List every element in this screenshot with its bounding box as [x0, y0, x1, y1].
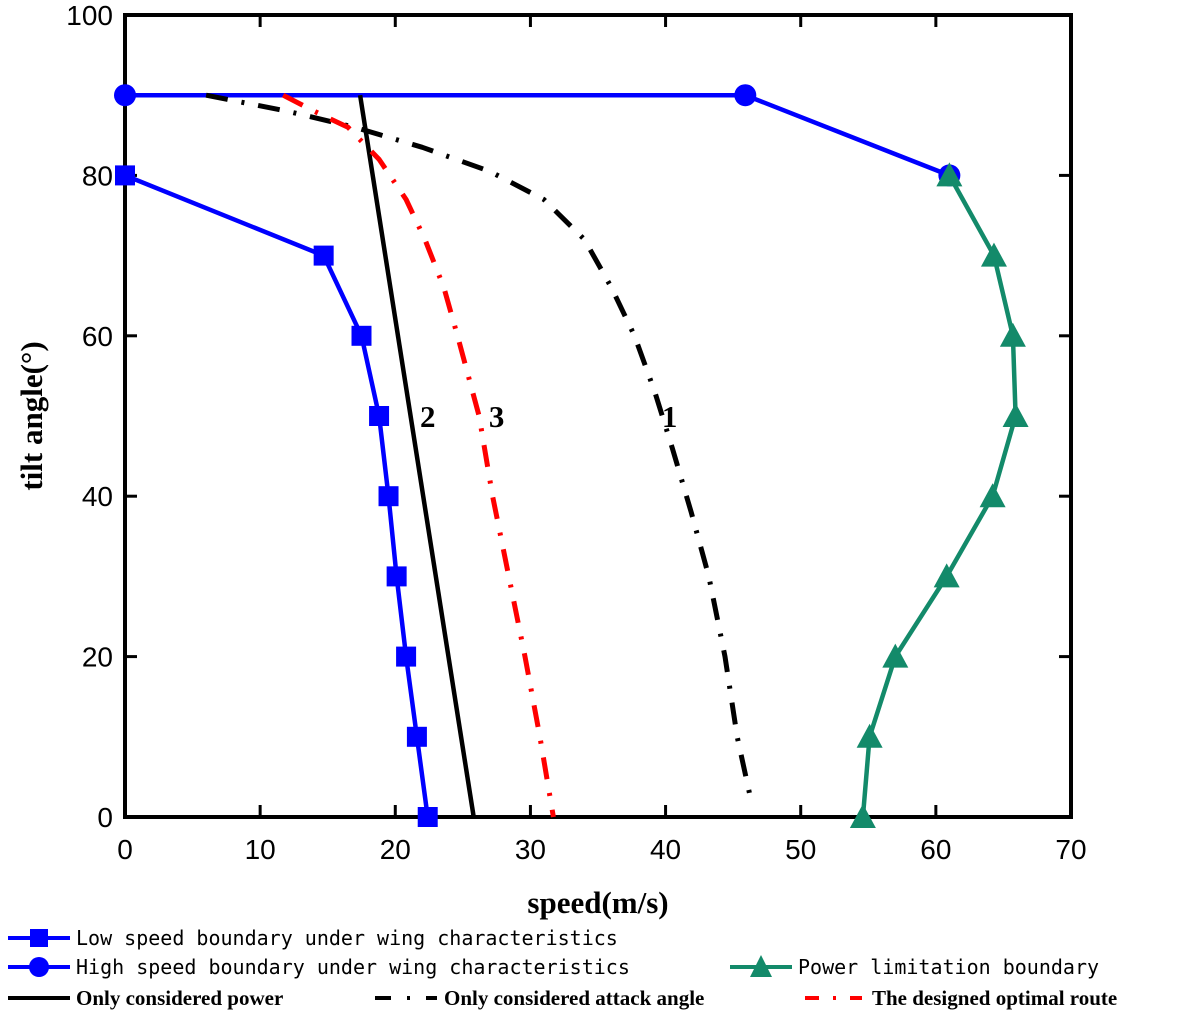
data-point-square	[313, 245, 334, 266]
x-axis-title: speed(m/s)	[527, 885, 668, 920]
x-tick-label: 60	[920, 834, 951, 865]
data-point-square	[396, 646, 417, 667]
series-power-limitation-boundary	[849, 162, 1029, 828]
series-line	[125, 92, 951, 178]
data-point-circle	[114, 84, 136, 107]
legend-label-optimal-route: The designed optimal route	[872, 986, 1117, 1010]
annotations: 2 3 1	[420, 399, 677, 434]
data-point-square	[406, 726, 427, 747]
series-only-considered-power	[357, 94, 476, 818]
curve-label-3: 3	[489, 399, 505, 434]
legend-item-only-attack-angle: Only considered attack angle	[375, 986, 704, 1010]
series-high-speed-boundary-under-wing-characteristics	[114, 84, 961, 187]
data-point-square	[115, 165, 135, 186]
data-point-triangle	[882, 643, 909, 668]
x-tick-label: 40	[650, 834, 681, 865]
x-tick-label: 10	[245, 834, 276, 865]
y-tick-label: 60	[82, 321, 113, 352]
legend-item-low-speed: Low speed boundary under wing characteri…	[8, 926, 618, 950]
y-axis: 0 20 40 60 80 100	[66, 0, 1071, 833]
y-tick-label: 20	[82, 642, 113, 673]
legend-circle-marker	[29, 957, 49, 977]
legend: Low speed boundary under wing characteri…	[8, 926, 1117, 1010]
data-point-square	[369, 406, 390, 426]
legend-square-marker	[30, 929, 48, 947]
series-line	[205, 92, 752, 794]
data-point-triangle	[979, 483, 1006, 508]
legend-item-optimal-route: The designed optimal route	[805, 986, 1117, 1010]
y-tick-label: 40	[82, 481, 113, 512]
series-only-considered-attack-angle	[205, 92, 752, 794]
y-axis-title: tilt angle(°)	[14, 341, 49, 490]
data-point-triangle	[849, 804, 876, 828]
plot-border	[123, 13, 1073, 819]
curve-label-1: 1	[662, 399, 678, 434]
data-point-triangle	[936, 162, 963, 187]
x-tick-label: 70	[1055, 834, 1086, 865]
legend-item-high-speed: High speed boundary under wing character…	[8, 955, 630, 979]
data-point-triangle	[980, 242, 1007, 267]
legend-item-only-power: Only considered power	[8, 986, 283, 1010]
y-tick-label: 0	[97, 802, 113, 833]
data-point-square	[386, 566, 407, 587]
data-point-square	[351, 325, 372, 346]
legend-label-low-speed: Low speed boundary under wing characteri…	[76, 926, 618, 950]
curve-label-2: 2	[420, 399, 436, 434]
x-tick-label: 50	[785, 834, 816, 865]
x-axis: 0 10 20 30 40 50 60 70	[117, 15, 1087, 865]
legend-label-high-speed: High speed boundary under wing character…	[76, 955, 630, 979]
legend-label-power-limitation: Power limitation boundary	[798, 955, 1099, 979]
x-tick-label: 30	[515, 834, 546, 865]
data-point-triangle	[1002, 403, 1029, 427]
legend-label-only-power: Only considered power	[76, 986, 283, 1010]
data-point-circle	[734, 84, 757, 107]
x-tick-label: 20	[380, 834, 411, 865]
series-low-speed-boundary-under-wing-characteristics	[115, 165, 438, 827]
data-point-square	[378, 486, 399, 507]
series-layer	[114, 84, 1029, 828]
y-tick-label: 100	[66, 0, 113, 31]
data-point-triangle	[999, 322, 1026, 347]
x-tick-label: 0	[117, 834, 133, 865]
data-point-triangle	[933, 563, 960, 588]
y-tick-label: 80	[82, 160, 113, 191]
legend-triangle-marker	[750, 955, 772, 977]
plot-frame	[123, 13, 1073, 819]
data-point-triangle	[856, 723, 883, 748]
legend-item-power-limitation: Power limitation boundary	[730, 955, 1099, 979]
series-line	[357, 94, 476, 818]
data-point-square	[417, 807, 438, 827]
legend-label-only-attack-angle: Only considered attack angle	[444, 986, 704, 1010]
